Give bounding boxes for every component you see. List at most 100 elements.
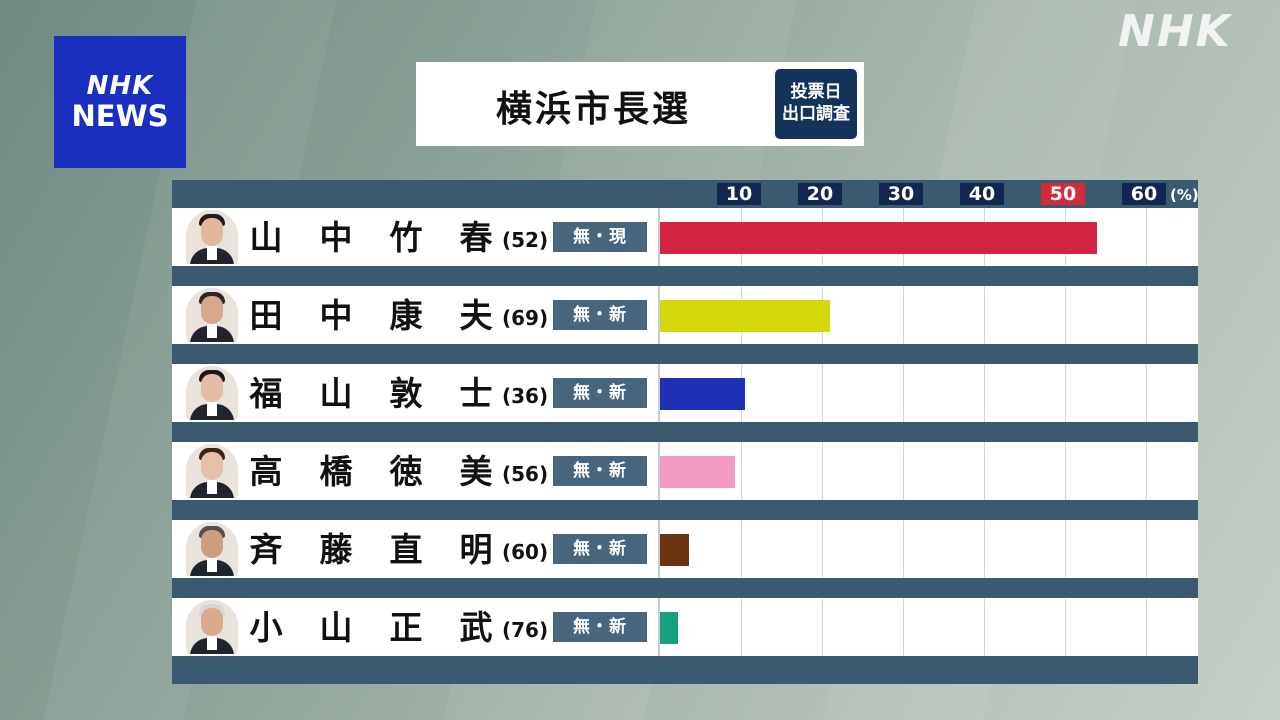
bar-plot-area (658, 364, 1198, 422)
candidate-name-char: 山 (249, 218, 283, 257)
candidate-row: 福山敦士 (36) 無・新 (172, 364, 1198, 422)
party-status-badge: 無・現 (553, 222, 647, 252)
gridline (741, 520, 742, 578)
gridline (1146, 286, 1147, 344)
gridline (741, 442, 742, 500)
candidate-name-char: 藤 (319, 530, 353, 569)
gridline (822, 442, 823, 500)
tick-label-30: 30 (879, 183, 923, 205)
vote-share-bar (660, 222, 1098, 254)
gridline (903, 520, 904, 578)
logo-line-1: NHK (86, 71, 154, 101)
candidate-age: (56) (502, 462, 549, 486)
gridline (1146, 364, 1147, 422)
exit-poll-line-2: 出口調査 (782, 104, 850, 124)
nhk-watermark-logo: NHK (1118, 6, 1232, 57)
gridline (1065, 442, 1066, 500)
chart-title: 横浜市長選 (496, 89, 692, 130)
candidate-row: 田中康夫 (69) 無・新 (172, 286, 1198, 344)
party-status-badge: 無・新 (553, 534, 647, 564)
candidate-name-char: 敦 (389, 374, 423, 413)
candidate-photo (186, 288, 238, 342)
candidate-name-char: 山 (319, 608, 353, 647)
gridline (1065, 598, 1066, 656)
tick-label-20: 20 (798, 183, 842, 205)
party-status-badge: 無・新 (553, 612, 647, 642)
tick-label-10: 10 (717, 183, 761, 205)
candidate-name-char: 中 (319, 296, 353, 335)
candidate-age: (36) (502, 384, 549, 408)
gridline (984, 598, 985, 656)
tick-label-40: 40 (960, 183, 1004, 205)
bar-plot-area (658, 208, 1198, 266)
candidate-name-char: 康 (389, 296, 423, 335)
party-status-badge: 無・新 (553, 378, 647, 408)
gridline (903, 286, 904, 344)
gridline (822, 364, 823, 422)
candidate-name-char: 夫 (459, 296, 493, 335)
exit-poll-line-1: 投票日 (790, 82, 842, 102)
gridline (1146, 442, 1147, 500)
nhk-news-logo: NHK NEWS (54, 36, 186, 168)
candidate-age: (69) (502, 306, 549, 330)
candidate-name-char: 士 (459, 374, 493, 413)
candidate-name-char: 正 (389, 608, 423, 647)
candidate-photo (186, 522, 238, 576)
tick-label-50: 50 (1041, 183, 1085, 205)
candidate-name-char: 田 (249, 296, 283, 335)
gridline (984, 442, 985, 500)
candidate-age: (60) (502, 540, 549, 564)
candidate-name-char: 中 (319, 218, 353, 257)
tick-label-60: 60 (1122, 183, 1166, 205)
gridline (1146, 520, 1147, 578)
candidate-name-char: 高 (249, 452, 283, 491)
axis-unit-label: (%) (1170, 186, 1199, 204)
vote-share-bar (660, 456, 735, 488)
gridline (984, 364, 985, 422)
gridline (1146, 208, 1147, 266)
candidate-row: 斉藤直明 (60) 無・新 (172, 520, 1198, 578)
gridline (1146, 598, 1147, 656)
vote-share-bar (660, 378, 746, 410)
candidate-photo (186, 210, 238, 264)
candidate-name-char: 小 (249, 608, 283, 647)
candidate-photo (186, 444, 238, 498)
candidate-row: 小山正武 (76) 無・新 (172, 598, 1198, 656)
gridline (1065, 520, 1066, 578)
gridline (741, 598, 742, 656)
candidate-name-char: 竹 (389, 218, 423, 257)
bar-plot-area (658, 286, 1198, 344)
gridline (903, 598, 904, 656)
exit-poll-badge: 投票日 出口調査 (775, 69, 857, 139)
candidate-name-char: 直 (389, 530, 423, 569)
candidate-name-char: 明 (459, 530, 493, 569)
candidate-name-char: 橋 (319, 452, 353, 491)
candidate-name-char: 山 (319, 374, 353, 413)
candidate-name-char: 武 (459, 608, 493, 647)
gridline (903, 364, 904, 422)
title-box: 横浜市長選 投票日 出口調査 (416, 62, 864, 146)
candidate-age: (76) (502, 618, 549, 642)
gridline (822, 598, 823, 656)
candidate-photo (186, 600, 238, 654)
gridline (822, 520, 823, 578)
logo-line-2: NEWS (71, 99, 169, 133)
candidate-name-char: 美 (459, 452, 493, 491)
bar-plot-area (658, 442, 1198, 500)
candidate-name-char: 春 (459, 218, 493, 257)
bar-plot-area (658, 520, 1198, 578)
candidate-name-char: 徳 (389, 452, 423, 491)
candidate-name-char: 福 (249, 374, 283, 413)
candidate-row: 高橋徳美 (56) 無・新 (172, 442, 1198, 500)
candidate-name-char: 斉 (249, 530, 283, 569)
gridline (984, 520, 985, 578)
vote-share-bar (660, 612, 678, 644)
gridline (903, 442, 904, 500)
gridline (1065, 286, 1066, 344)
vote-share-bar (660, 300, 831, 332)
candidate-row: 山中竹春 (52) 無・現 (172, 208, 1198, 266)
candidate-photo (186, 366, 238, 420)
candidate-age: (52) (502, 228, 549, 252)
party-status-badge: 無・新 (553, 300, 647, 330)
party-status-badge: 無・新 (553, 456, 647, 486)
